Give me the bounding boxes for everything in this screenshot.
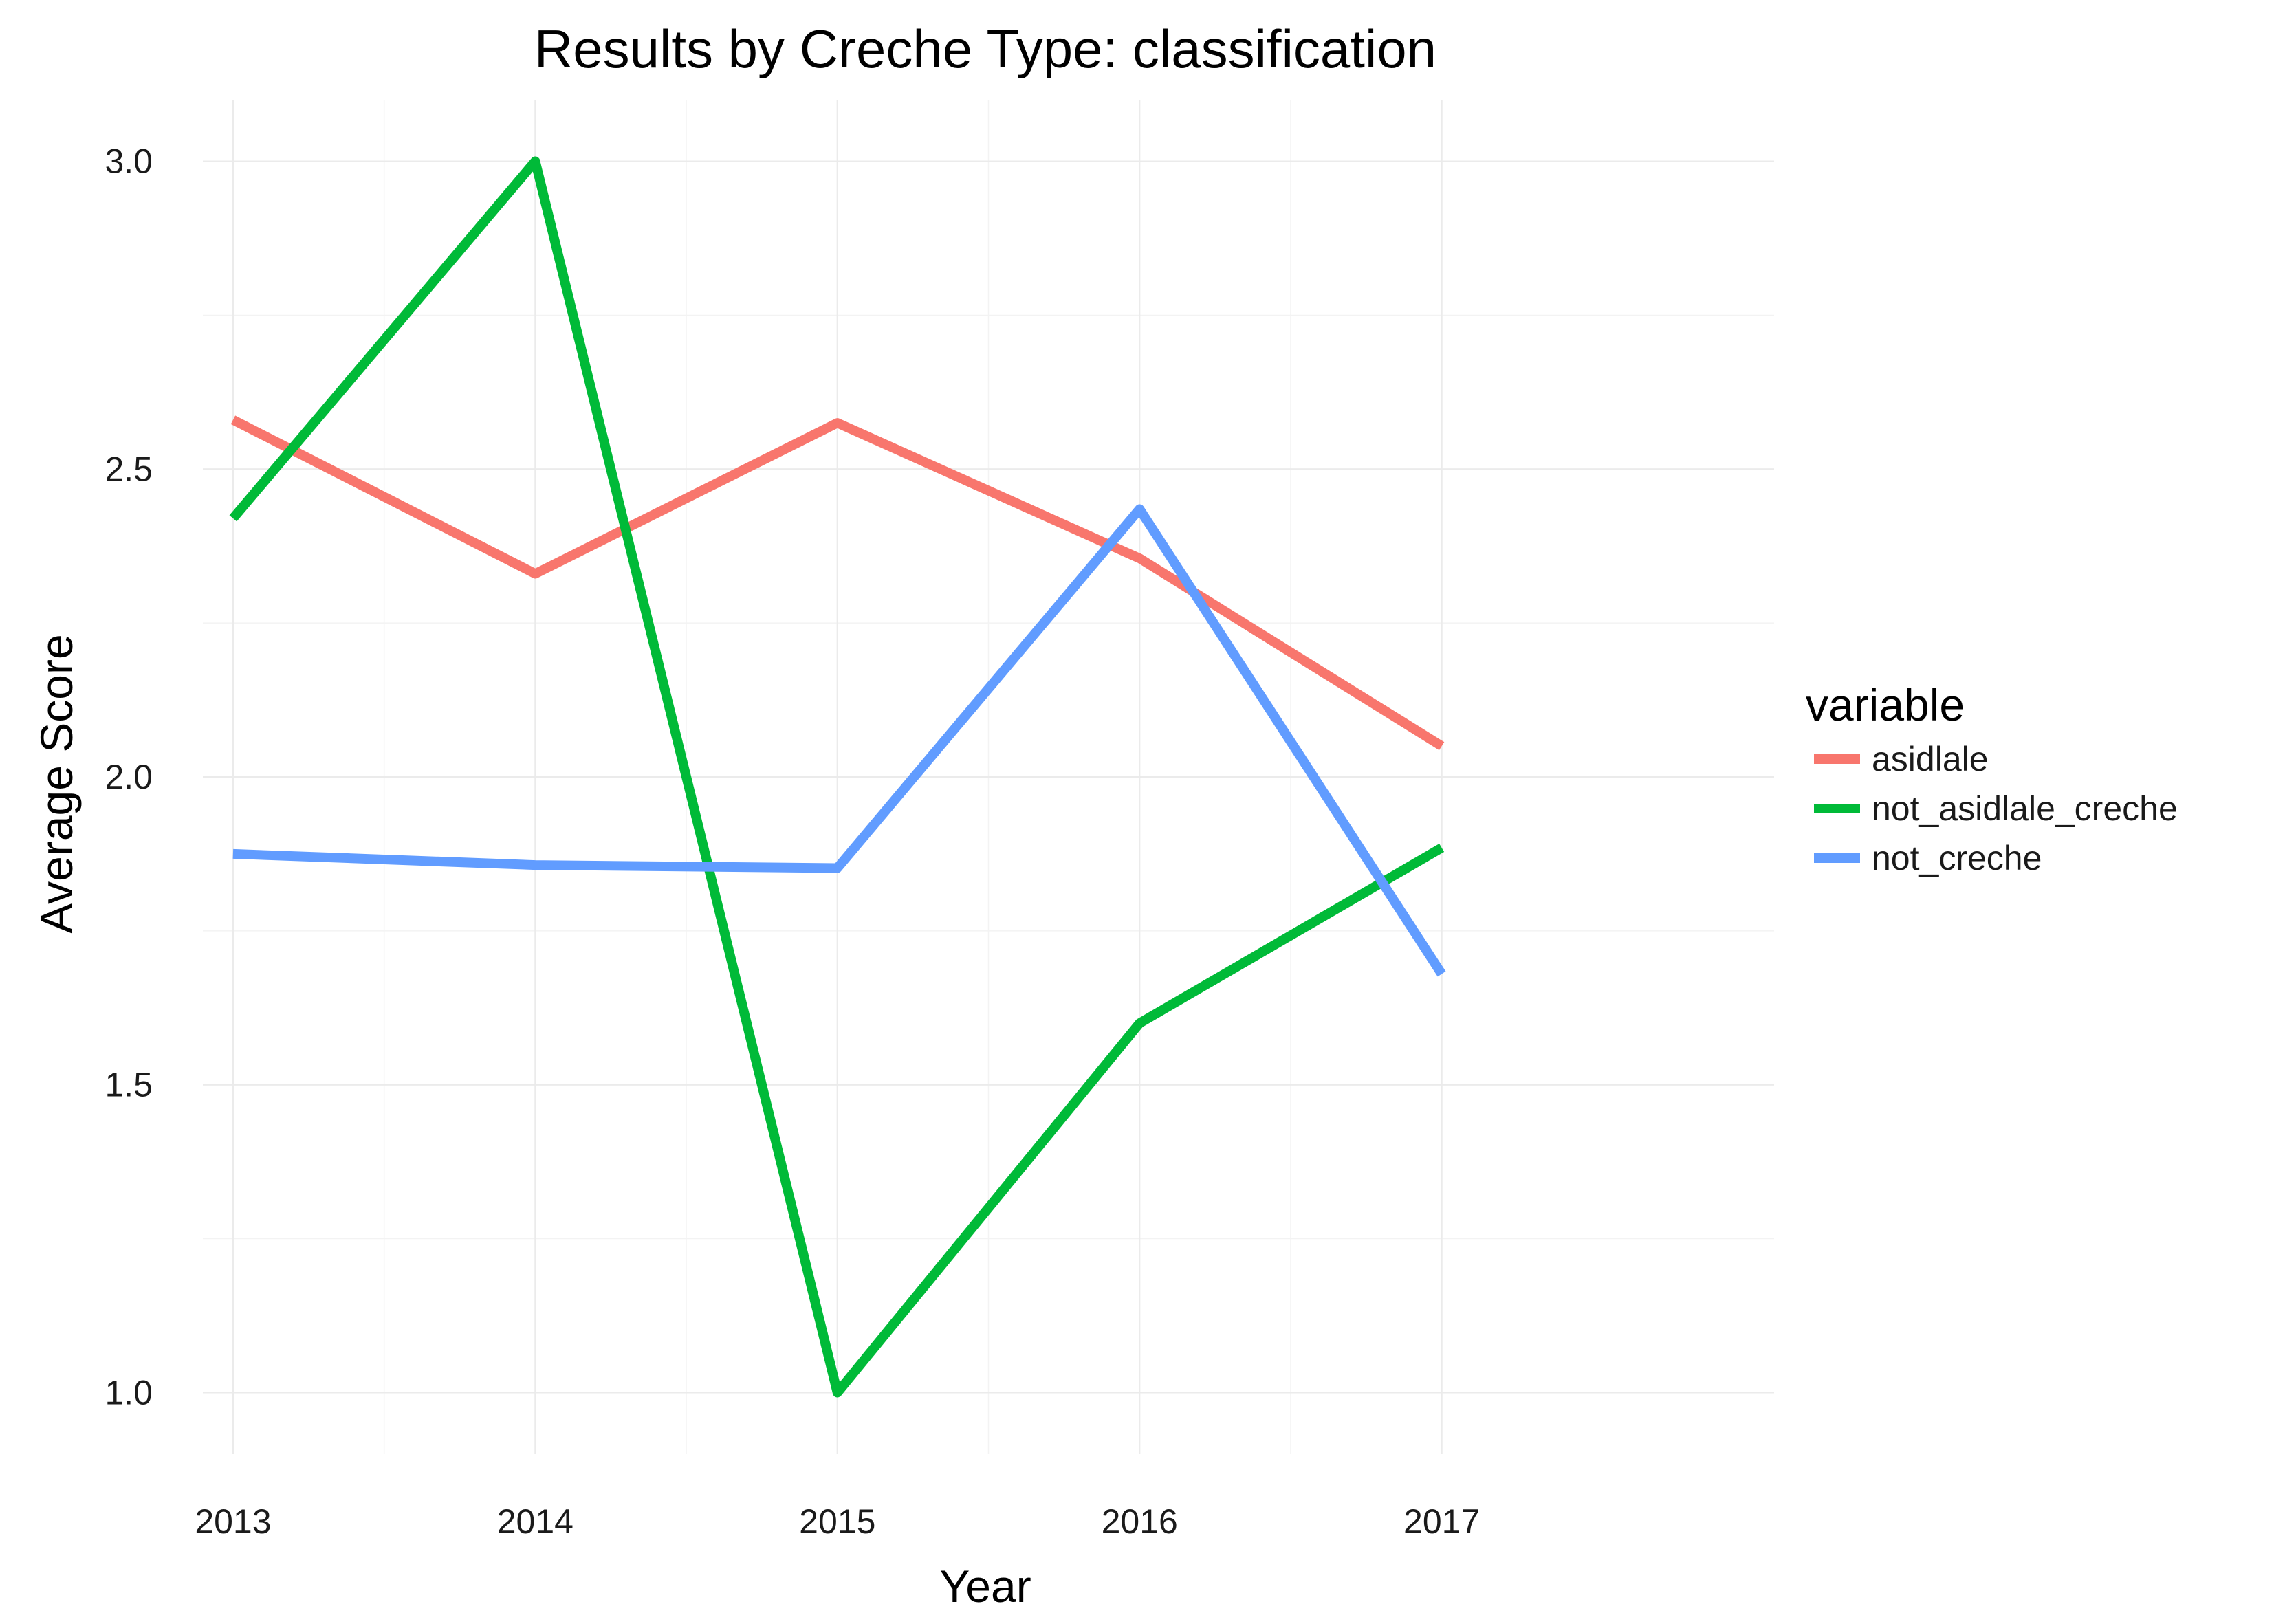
x-tick-label: 2016 [1102,1502,1178,1541]
major-gridlines [203,100,1774,1454]
y-tick-label: 3.0 [105,142,153,181]
series-lines [229,156,1446,1398]
series-line-not_asidlale_creche [229,156,1445,1398]
legend: variable asidlale not_asidlale_creche not_… [1806,679,2178,877]
chart-title: Results by Creche Type: classification [534,19,1436,79]
x-tick-label: 2017 [1403,1502,1480,1541]
y-tick-label: 2.5 [105,450,153,488]
x-axis-tick-labels: 2013 2014 2015 2016 2017 [195,1502,1480,1541]
y-tick-label: 1.5 [105,1066,153,1104]
y-axis-title: Average Score [31,634,82,933]
legend-label-not_asidlale_creche: not_asidlale_creche [1872,789,2178,828]
legend-items: asidlale not_asidlale_creche not_creche [1814,740,2178,877]
series-line-not_creche [232,504,1446,977]
y-axis-tick-labels: 1.0 1.5 2.0 2.5 3.0 [105,142,153,1412]
legend-title: variable [1806,679,1965,730]
legend-label-not_creche: not_creche [1872,839,2042,877]
x-tick-label: 2014 [497,1502,573,1541]
x-axis-title: Year [939,1561,1031,1612]
x-tick-label: 2015 [799,1502,875,1541]
x-tick-label: 2013 [195,1502,271,1541]
y-tick-label: 2.0 [105,758,153,796]
y-tick-label: 1.0 [105,1373,153,1412]
legend-label-asidlale: asidlale [1872,740,1989,778]
series-line-asidlale [230,415,1445,751]
